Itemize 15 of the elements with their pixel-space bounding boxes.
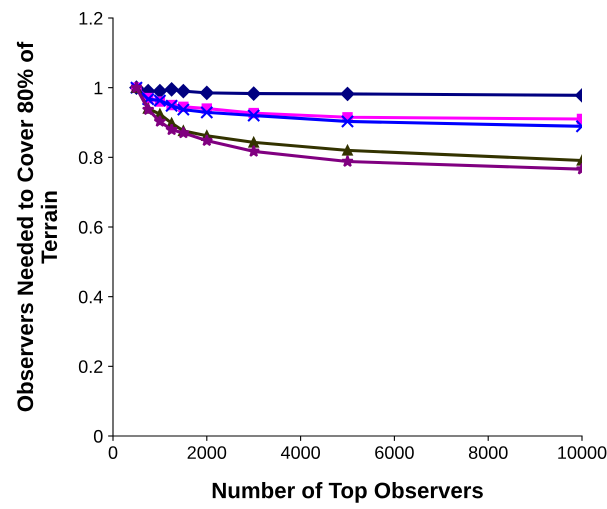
y-tick-label: 1 <box>94 82 102 94</box>
y-axis-title: Observers Needed to Cover 80% of Terrain <box>16 42 58 412</box>
y-tick-label: 1.2 <box>80 12 102 25</box>
y-tick-label: 0 <box>94 430 103 443</box>
x-tick-label: 4000 <box>280 446 320 459</box>
y-tick-label: 0.6 <box>78 220 102 234</box>
x-tick-label: 2000 <box>188 446 226 459</box>
y-tick-label: 0.4 <box>78 290 103 304</box>
y-tick-label: 0.2 <box>78 360 102 374</box>
x-tick-label: 6000 <box>375 446 414 459</box>
x-tick-label: 8000 <box>468 446 508 459</box>
y-tick-label: 0.8 <box>78 151 102 164</box>
x-axis-title: Number of Top Observers <box>212 482 483 503</box>
x-tick-label: 10000 <box>558 446 606 459</box>
x-tick-label: 0 <box>108 446 118 459</box>
